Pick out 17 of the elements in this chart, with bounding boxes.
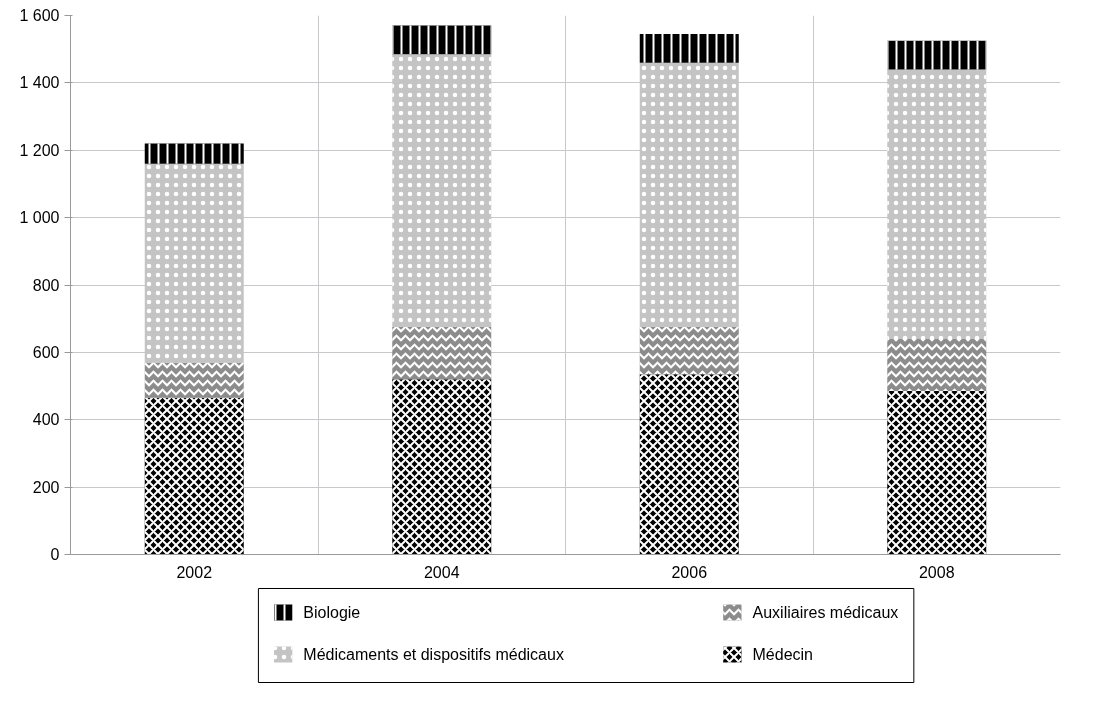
y-tick-label: 1 600 bbox=[19, 7, 60, 24]
legend-label: Médecin bbox=[752, 646, 813, 663]
y-tick-label: 1 000 bbox=[19, 209, 60, 227]
legend-label: Biologie bbox=[303, 604, 361, 621]
y-tick-label: 1 200 bbox=[19, 141, 60, 159]
x-tick-label: 2002 bbox=[176, 563, 213, 581]
y-tick-label: 400 bbox=[32, 411, 60, 429]
legend-label: Médicaments et dispositifs médicaux bbox=[303, 646, 564, 663]
y-tick-label: 800 bbox=[32, 276, 60, 294]
legend-label: Auxiliaires médicaux bbox=[752, 604, 899, 621]
y-tick-label: 200 bbox=[32, 478, 60, 496]
y-tick-label: 600 bbox=[32, 343, 60, 361]
x-tick-label: 2008 bbox=[918, 563, 955, 581]
y-tick-label: 0 bbox=[50, 546, 60, 563]
x-tick-label: 2004 bbox=[423, 563, 460, 581]
x-tick-label: 2006 bbox=[671, 563, 708, 581]
y-tick-label: 1 400 bbox=[19, 74, 60, 92]
